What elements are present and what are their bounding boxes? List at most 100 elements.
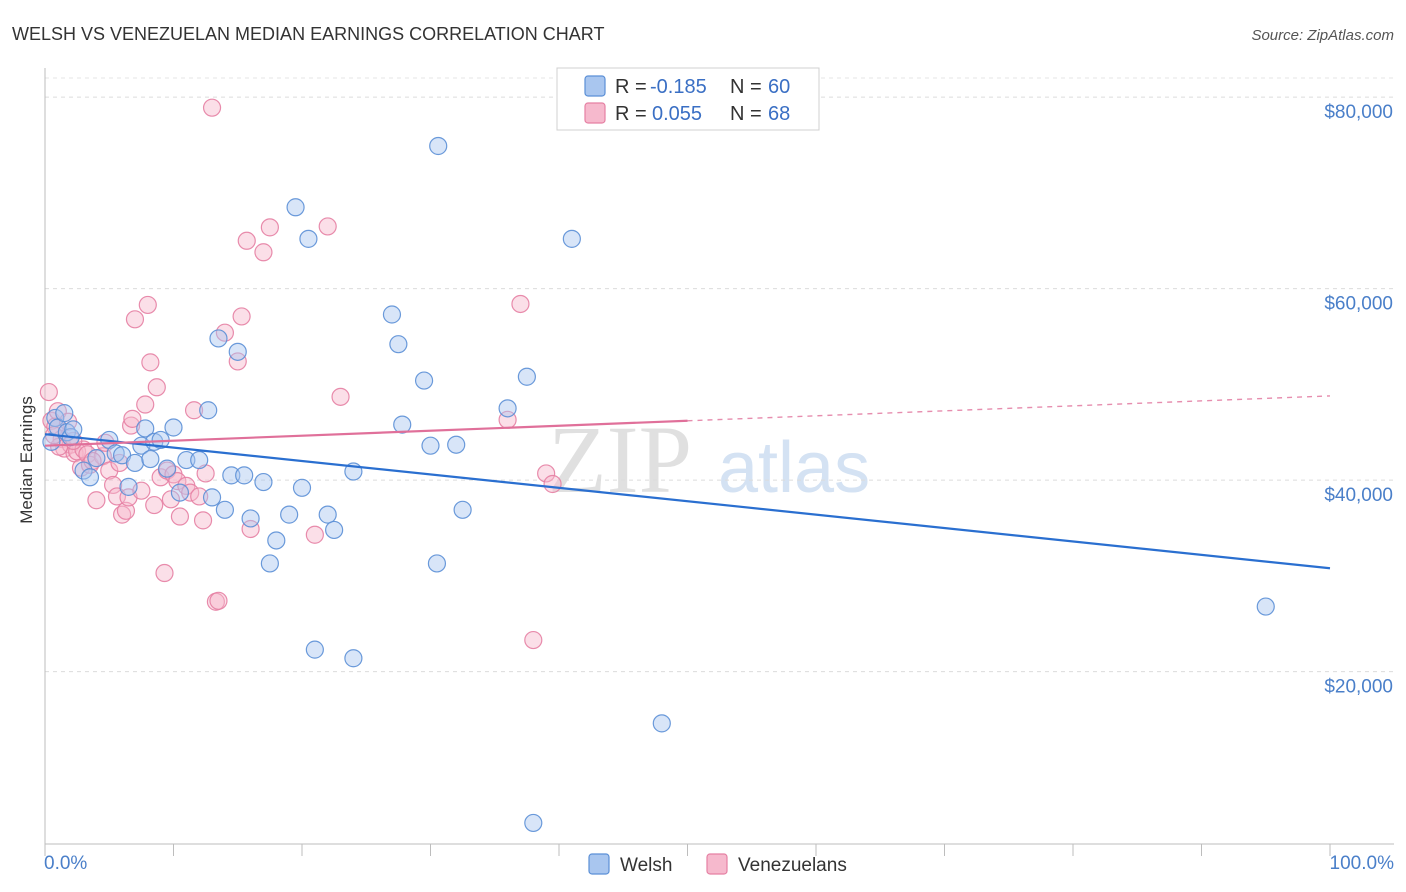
- series-venezuelans-points: [39, 98, 562, 650]
- welsh-point: [222, 466, 241, 485]
- x-tick-label-left: 0.0%: [44, 853, 87, 874]
- venezuelans-point: [100, 461, 119, 480]
- venezuelans-point: [147, 378, 166, 397]
- welsh-point: [55, 404, 74, 423]
- welsh-point: [235, 466, 254, 485]
- venezuelans-point: [184, 401, 204, 420]
- venezuelans-point: [123, 409, 142, 428]
- welsh-point: [414, 371, 434, 390]
- welsh-point: [652, 714, 671, 733]
- venezuelans-point: [168, 472, 187, 491]
- trend-lines: [44, 395, 1331, 570]
- watermark: ZIP atlas: [548, 406, 870, 513]
- welsh-point: [215, 500, 234, 519]
- venezuelans-point: [331, 387, 350, 406]
- venezuelans-point: [141, 353, 160, 372]
- bottom-legend-venezuelans: Venezuelans: [738, 855, 847, 876]
- venezuelans-point: [170, 507, 190, 526]
- welsh-point: [325, 520, 344, 540]
- welsh-point: [280, 505, 299, 524]
- venezuelans-point: [537, 464, 556, 483]
- venezuelans-point: [228, 352, 247, 371]
- venezuelans-point: [209, 591, 228, 610]
- axes: [44, 68, 1394, 856]
- venezuelans-point: [241, 519, 260, 539]
- welsh-point: [562, 229, 581, 248]
- y-tick-label: $60,000: [1324, 294, 1393, 315]
- welsh-point: [427, 554, 447, 573]
- welsh-point: [87, 449, 106, 468]
- legend-welsh-r-value: -0.185: [650, 76, 707, 98]
- legend-swatch-venezuelans: [584, 102, 606, 124]
- bottom-legend-welsh: Welsh: [620, 855, 672, 876]
- y-tick-labels: $20,000 $40,000 $60,000 $80,000: [1324, 102, 1393, 698]
- welsh-point: [228, 342, 247, 361]
- venezuelans-trend-solid: [44, 419, 688, 447]
- welsh-point: [299, 229, 318, 248]
- chart-title: WELSH VS VENEZUELAN MEDIAN EARNINGS CORR…: [12, 24, 604, 44]
- x-tick-label-right: 100.0%: [1330, 853, 1395, 874]
- venezuelans-point: [145, 495, 164, 515]
- welsh-point: [267, 531, 286, 550]
- venezuelans-trend-dashed: [687, 395, 1331, 422]
- welsh-point: [141, 449, 160, 469]
- welsh-point: [260, 554, 279, 573]
- welsh-point: [64, 420, 83, 439]
- welsh-trend-solid: [44, 433, 1331, 570]
- legend-venezuelans-r-label: R =: [615, 103, 647, 125]
- welsh-point: [254, 472, 273, 492]
- welsh-point: [453, 500, 472, 519]
- welsh-point: [318, 505, 337, 524]
- venezuelans-point: [202, 98, 222, 117]
- welsh-point: [344, 649, 363, 668]
- welsh-point: [447, 435, 466, 454]
- welsh-point: [125, 453, 145, 473]
- venezuelans-point: [121, 416, 141, 435]
- legend-venezuelans-n-value: 68: [768, 103, 790, 125]
- y-tick-label: $40,000: [1324, 485, 1393, 506]
- legend-welsh-r-label: R =: [615, 76, 647, 98]
- welsh-point: [190, 450, 209, 470]
- y-axis-label: Median Earnings: [17, 396, 36, 524]
- welsh-point: [119, 477, 138, 496]
- welsh-point: [421, 436, 440, 455]
- venezuelans-point: [318, 217, 337, 236]
- venezuelans-point: [161, 490, 181, 509]
- venezuelans-point: [136, 395, 155, 414]
- venezuelans-point: [39, 382, 58, 402]
- welsh-point: [517, 367, 536, 386]
- welsh-point: [286, 198, 305, 217]
- venezuelans-point: [193, 511, 213, 530]
- welsh-point: [202, 488, 222, 507]
- chart-source: Source: ZipAtlas.com: [1251, 27, 1394, 44]
- venezuelans-point: [181, 483, 200, 502]
- x-tick-labels: 0.0% 100.0%: [44, 853, 1394, 874]
- correlation-legend: R = -0.185 N = 60 R = 0.055 N = 68: [556, 67, 820, 131]
- venezuelans-point: [237, 231, 256, 250]
- legend-welsh-n-value: 60: [768, 76, 790, 98]
- welsh-point: [292, 478, 312, 497]
- welsh-point: [157, 459, 177, 478]
- welsh-point: [177, 450, 196, 470]
- venezuelans-point: [87, 491, 106, 510]
- welsh-point: [170, 483, 190, 502]
- welsh-point: [382, 305, 402, 324]
- venezuelans-point: [232, 307, 251, 326]
- welsh-point: [164, 418, 183, 437]
- welsh-point: [1256, 597, 1275, 616]
- watermark-atlas: atlas: [718, 428, 870, 508]
- y-tick-label: $80,000: [1324, 102, 1393, 123]
- venezuelans-point: [511, 294, 530, 314]
- venezuelans-point: [125, 310, 145, 329]
- welsh-point: [241, 509, 260, 528]
- welsh-point: [429, 136, 448, 156]
- legend-welsh-n-label: N =: [730, 76, 762, 98]
- welsh-point: [80, 468, 100, 487]
- welsh-point: [498, 399, 517, 418]
- legend-swatch-welsh: [584, 75, 606, 97]
- welsh-point: [524, 813, 543, 833]
- venezuelans-point: [260, 218, 279, 237]
- y-tick-label: $20,000: [1324, 677, 1393, 698]
- welsh-point: [74, 461, 93, 480]
